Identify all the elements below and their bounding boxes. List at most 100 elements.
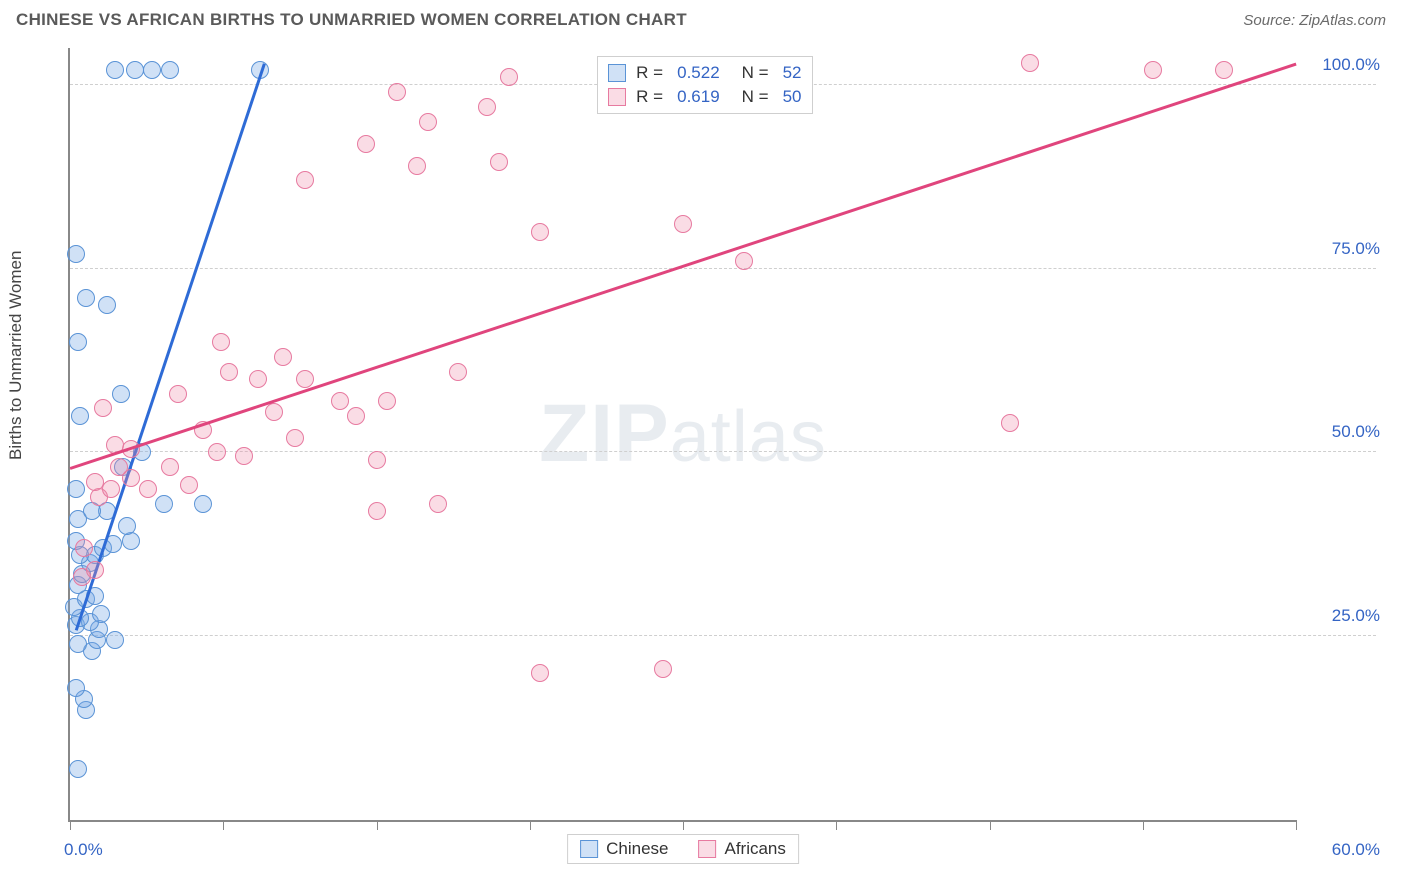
chart-title: CHINESE VS AFRICAN BIRTHS TO UNMARRIED W… [16, 10, 687, 30]
data-point [1021, 54, 1039, 72]
legend-item: Africans [698, 839, 785, 859]
data-point [531, 223, 549, 241]
data-point [357, 135, 375, 153]
data-point [429, 495, 447, 513]
data-point [112, 385, 130, 403]
data-point [347, 407, 365, 425]
data-point [94, 399, 112, 417]
data-point [490, 153, 508, 171]
data-point [161, 61, 179, 79]
stats-n-value: 52 [783, 63, 802, 83]
legend-swatch [580, 840, 598, 858]
x-tick [1296, 820, 1297, 830]
data-point [368, 502, 386, 520]
data-point [654, 660, 672, 678]
data-point [92, 605, 110, 623]
data-point [69, 635, 87, 653]
stats-r-value: 0.619 [677, 87, 720, 107]
data-point [194, 495, 212, 513]
legend-swatch [608, 64, 626, 82]
data-point [388, 83, 406, 101]
data-point [75, 539, 93, 557]
data-point [180, 476, 198, 494]
data-point [77, 289, 95, 307]
y-tick-label: 50.0% [1332, 422, 1380, 442]
data-point [143, 61, 161, 79]
data-point [274, 348, 292, 366]
x-tick [990, 820, 991, 830]
y-tick-label: 100.0% [1322, 55, 1380, 75]
y-tick-label: 75.0% [1332, 239, 1380, 259]
plot-area: ZIPatlas 25.0%50.0%75.0%100.0%0.0%60.0%R… [68, 48, 1296, 822]
data-point [296, 370, 314, 388]
legend-swatch [698, 840, 716, 858]
data-point [368, 451, 386, 469]
data-point [67, 245, 85, 263]
data-point [169, 385, 187, 403]
gridline-h [70, 635, 1376, 636]
data-point [106, 631, 124, 649]
data-point [212, 333, 230, 351]
data-point [1215, 61, 1233, 79]
data-point [449, 363, 467, 381]
data-point [235, 447, 253, 465]
x-tick [530, 820, 531, 830]
data-point [419, 113, 437, 131]
data-point [1001, 414, 1019, 432]
data-point [110, 458, 128, 476]
data-point [265, 403, 283, 421]
data-point [478, 98, 496, 116]
data-point [118, 517, 136, 535]
data-point [286, 429, 304, 447]
stats-row: R = 0.522 N = 52 [604, 61, 805, 85]
data-point [1144, 61, 1162, 79]
stats-r-label: R = [636, 87, 663, 107]
trend-line [70, 63, 1297, 470]
data-point [69, 333, 87, 351]
x-tick [223, 820, 224, 830]
data-point [98, 296, 116, 314]
stats-n-label: N = [742, 87, 769, 107]
data-point [674, 215, 692, 233]
x-tick [70, 820, 71, 830]
gridline-h [70, 268, 1376, 269]
watermark: ZIPatlas [539, 387, 827, 481]
data-point [67, 679, 85, 697]
x-tick [1143, 820, 1144, 830]
data-point [408, 157, 426, 175]
y-tick-label: 25.0% [1332, 606, 1380, 626]
data-point [155, 495, 173, 513]
chart-header: CHINESE VS AFRICAN BIRTHS TO UNMARRIED W… [0, 0, 1406, 38]
stats-n-label: N = [742, 63, 769, 83]
x-tick-label: 60.0% [1332, 840, 1380, 860]
data-point [71, 407, 89, 425]
data-point [531, 664, 549, 682]
bottom-legend: Chinese Africans [567, 834, 799, 864]
source-credit: Source: ZipAtlas.com [1243, 12, 1386, 29]
stats-n-value: 50 [783, 87, 802, 107]
stats-legend: R = 0.522 N = 52 R = 0.619 N = 50 [597, 56, 812, 114]
data-point [220, 363, 238, 381]
data-point [126, 61, 144, 79]
x-tick [683, 820, 684, 830]
stats-r-value: 0.522 [677, 63, 720, 83]
legend-swatch [608, 88, 626, 106]
data-point [139, 480, 157, 498]
x-tick-label: 0.0% [64, 840, 103, 860]
data-point [378, 392, 396, 410]
stats-r-label: R = [636, 63, 663, 83]
data-point [249, 370, 267, 388]
data-point [69, 760, 87, 778]
y-axis-label: Births to Unmarried Women [6, 251, 26, 460]
legend-label: Chinese [606, 839, 668, 859]
data-point [208, 443, 226, 461]
x-tick [836, 820, 837, 830]
trend-line [75, 64, 265, 631]
data-point [331, 392, 349, 410]
chart-container: Births to Unmarried Women ZIPatlas 25.0%… [20, 48, 1386, 872]
data-point [500, 68, 518, 86]
gridline-h [70, 451, 1376, 452]
data-point [102, 480, 120, 498]
data-point [86, 561, 104, 579]
data-point [67, 480, 85, 498]
